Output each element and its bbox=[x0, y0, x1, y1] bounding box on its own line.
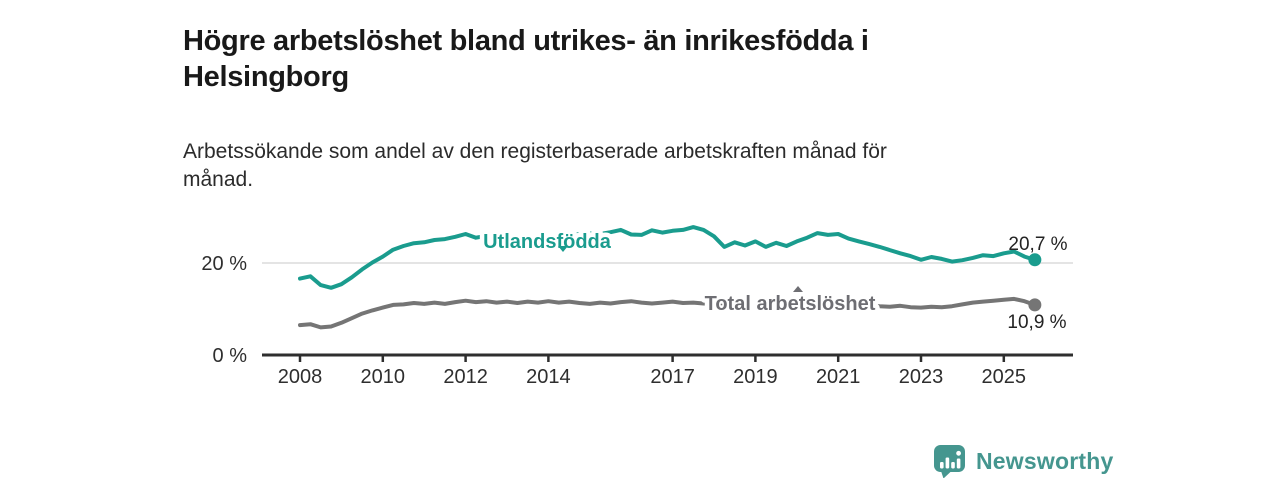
y-axis-label-0: 0 % bbox=[213, 345, 248, 367]
page-title: Högre arbetslöshet bland utrikes- än inr… bbox=[183, 25, 869, 94]
series-label-caret-icon bbox=[793, 286, 803, 292]
x-tick-label-2017: 2017 bbox=[650, 366, 695, 388]
end-dot-utlandsfodda bbox=[1028, 253, 1042, 267]
x-tick-label-2008: 2008 bbox=[278, 366, 323, 388]
newsworthy-logo: Newsworthy bbox=[933, 444, 1113, 478]
x-tick-label-2012: 2012 bbox=[443, 366, 488, 388]
series-label-utlandsfodda: Utlandsfödda bbox=[483, 231, 612, 253]
x-tick-label-2014: 2014 bbox=[526, 366, 571, 388]
end-value-label-total: 10,9 % bbox=[1007, 312, 1066, 333]
x-tick-label-2023: 2023 bbox=[899, 366, 944, 388]
chart-subtitle: Arbetssökande som andel av den registerb… bbox=[183, 140, 887, 192]
y-axis-label-20: 20 % bbox=[201, 253, 247, 275]
series-label-total: Total arbetslöshet bbox=[705, 293, 876, 315]
end-value-label-utlandsfodda: 20,7 % bbox=[1008, 234, 1067, 255]
newsworthy-wordmark: Newsworthy bbox=[976, 447, 1114, 474]
series-line-total bbox=[298, 296, 1037, 330]
x-tick-label-2010: 2010 bbox=[361, 366, 406, 388]
end-dot-total bbox=[1028, 298, 1042, 312]
x-tick-label-2019: 2019 bbox=[733, 366, 778, 388]
series-line-utlandsfodda bbox=[298, 225, 1037, 290]
x-tick-label-2025: 2025 bbox=[982, 366, 1027, 388]
series-label-caret-icon bbox=[558, 246, 568, 252]
x-tick-label-2021: 2021 bbox=[816, 366, 861, 388]
newsworthy-logo-mark-icon bbox=[934, 445, 965, 478]
